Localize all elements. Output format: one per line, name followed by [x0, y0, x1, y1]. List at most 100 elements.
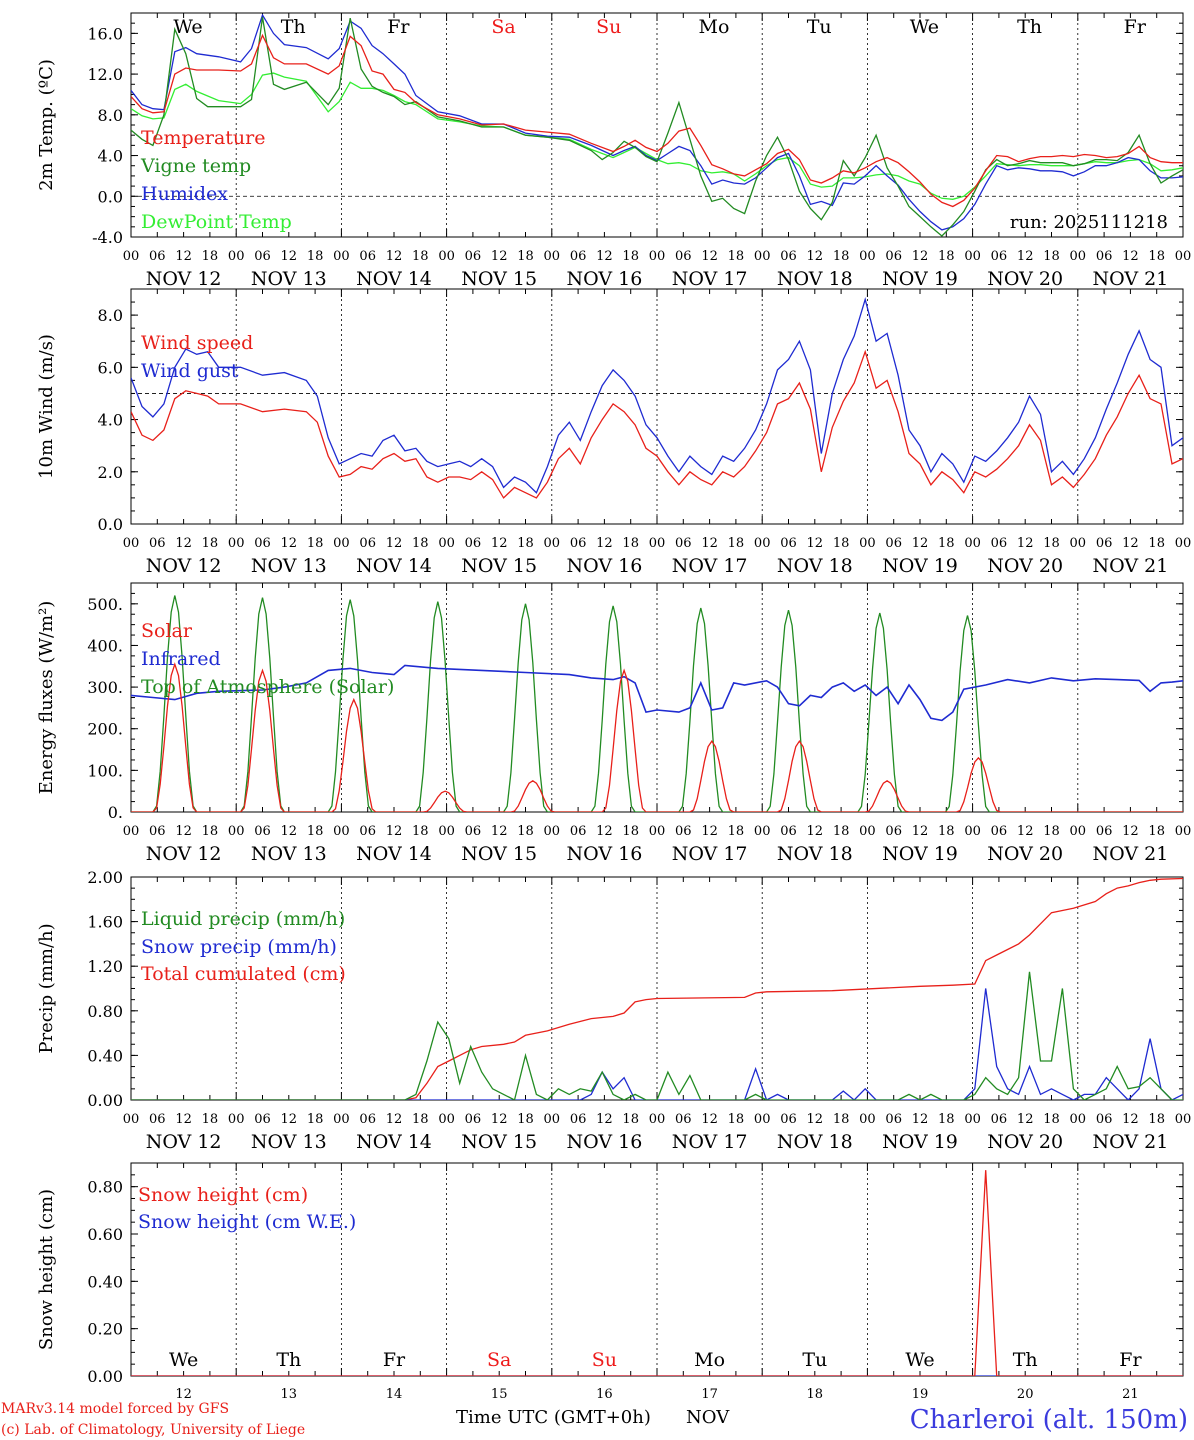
hour-tick-label: 18	[307, 249, 324, 264]
date-label: NOV 13	[251, 843, 327, 865]
y-tick-label: 500.	[87, 595, 123, 614]
y-tick-label: 0.80	[87, 1002, 123, 1021]
hour-tick-label: 06	[675, 824, 692, 839]
hour-tick-label: 18	[1043, 249, 1060, 264]
hour-tick-label: 12	[1017, 824, 1034, 839]
hour-tick-label: 18	[728, 824, 745, 839]
day-number-label: 15	[491, 1387, 508, 1402]
day-number-label: 16	[596, 1387, 613, 1402]
date-label: NOV 13	[251, 555, 327, 577]
hour-tick-label: 00	[964, 249, 981, 264]
weekday-label: Th	[281, 16, 306, 38]
hour-tick-label: 00	[649, 824, 666, 839]
date-label: NOV 18	[777, 555, 853, 577]
hour-tick-label: 06	[359, 249, 376, 264]
weekday-label: Su	[592, 1349, 617, 1371]
weekday-label: Th	[276, 1349, 301, 1371]
y-tick-label: 0.20	[87, 1320, 123, 1339]
day-number-label: 20	[1017, 1387, 1034, 1402]
hour-tick-label: 06	[885, 824, 902, 839]
weekday-label: Sa	[491, 16, 515, 38]
hour-tick-label: 00	[544, 1112, 561, 1127]
hour-tick-label: 18	[938, 536, 955, 551]
hour-tick-label: 06	[991, 1112, 1008, 1127]
series-group	[131, 13, 1183, 237]
date-label: NOV 18	[777, 268, 853, 290]
y-tick-label: 0.40	[87, 1046, 123, 1065]
hour-tick-label: 06	[991, 824, 1008, 839]
hour-tick-label: 00	[754, 1112, 771, 1127]
hour-tick-label: 18	[1043, 536, 1060, 551]
date-label: NOV 16	[566, 843, 642, 865]
date-label: NOV 15	[461, 555, 537, 577]
hour-tick-label: 06	[570, 824, 587, 839]
hour-tick-label: 06	[359, 536, 376, 551]
hour-tick-label: 12	[1017, 536, 1034, 551]
date-label: NOV 12	[146, 268, 222, 290]
hour-tick-label: 00	[123, 249, 140, 264]
weekday-label: Fr	[383, 1349, 406, 1371]
panel-4: 2.00 1.60 1.20 0.80 0.40 0.00 Precip (mm/h) Tot…	[36, 868, 1191, 1153]
hour-tick-label: 00	[1175, 249, 1192, 264]
series-line-snow-height-cm-	[131, 1170, 1183, 1376]
weekday-label: Mo	[699, 16, 730, 38]
date-label: NOV 15	[461, 843, 537, 865]
date-label: NOV 19	[882, 1131, 958, 1153]
hour-tick-label: 12	[912, 536, 929, 551]
credit-line-1: MARv3.14 model forced by GFS	[1, 1401, 229, 1417]
hour-tick-label: 18	[1148, 249, 1165, 264]
y-tick-label: 0.	[108, 803, 123, 822]
hour-tick-label: 06	[254, 249, 271, 264]
hour-tick-label: 00	[544, 536, 561, 551]
hour-tick-label: 06	[254, 536, 271, 551]
hour-tick-label: 18	[938, 249, 955, 264]
date-label: NOV 14	[356, 1131, 432, 1153]
legend-entry: Solar	[141, 620, 193, 642]
hour-tick-label: 06	[149, 536, 166, 551]
weekday-label: Fr	[1119, 1349, 1142, 1371]
hour-tick-label: 18	[1148, 536, 1165, 551]
date-label: NOV 19	[882, 268, 958, 290]
y-tick-label: 0.60	[87, 1225, 123, 1244]
hour-tick-label: 18	[622, 536, 639, 551]
hour-tick-label: 18	[202, 249, 219, 264]
panel-2: 8.0 6.0 4.0 2.0 0.0 10m Wind (m/s) Wind gust Wi…	[36, 288, 1191, 577]
hour-tick-label: 18	[517, 1112, 534, 1127]
station-title: Charleroi (alt. 150m)	[910, 1405, 1188, 1435]
y-axis-label: 2m Temp. (ºC)	[36, 59, 57, 191]
hour-tick-label: 06	[1096, 824, 1113, 839]
y-axis-label: Energy fluxes (W/m²)	[36, 601, 57, 795]
hour-tick-label: 18	[412, 536, 429, 551]
legend-entry: Snow height (cm W.E.)	[138, 1211, 356, 1233]
hour-tick-label: 12	[807, 1112, 824, 1127]
panel-3: 500. 400. 300. 200. 100. 0. Energy fluxes (W/m…	[36, 582, 1191, 865]
date-label: NOV 18	[777, 843, 853, 865]
hour-tick-label: 12	[175, 824, 192, 839]
date-label: NOV 20	[987, 555, 1063, 577]
date-label: NOV 12	[146, 1131, 222, 1153]
hour-tick-label: 12	[491, 536, 508, 551]
hour-tick-label: 00	[228, 824, 245, 839]
hour-tick-label: 12	[701, 536, 718, 551]
day-number-label: 18	[807, 1387, 824, 1402]
legend-entry: Total cumulated (cm)	[141, 963, 346, 985]
date-label: NOV 20	[987, 268, 1063, 290]
series-group	[131, 877, 1183, 1100]
weekday-label: Su	[596, 16, 621, 38]
hour-tick-label: 18	[517, 824, 534, 839]
hour-tick-label: 00	[754, 824, 771, 839]
weekday-label: Sa	[487, 1349, 511, 1371]
date-label: NOV 19	[882, 555, 958, 577]
date-label: NOV 20	[987, 1131, 1063, 1153]
weekday-label: We	[905, 1349, 934, 1371]
hour-tick-label: 06	[465, 824, 482, 839]
hour-tick-label: 00	[228, 249, 245, 264]
hour-tick-label: 12	[1122, 824, 1139, 839]
weekday-label: Fr	[1124, 16, 1147, 38]
y-tick-label: 0.0	[98, 187, 123, 206]
series-line-liquid-precip-mm-h-	[131, 971, 1183, 1100]
hour-tick-label: 00	[754, 536, 771, 551]
x-axis-title: Time UTC (GMT+0h)	[456, 1407, 651, 1428]
hour-tick-label: 06	[465, 249, 482, 264]
